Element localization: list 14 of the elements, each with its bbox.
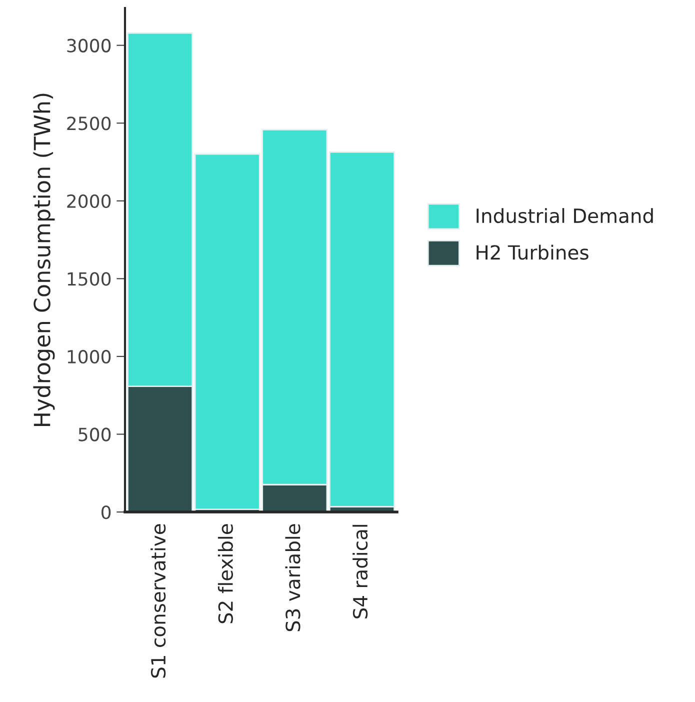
- y-tick-label: 500: [78, 428, 111, 442]
- y-tick-label: 2500: [67, 116, 111, 130]
- y-tick-label: 1000: [68, 350, 111, 364]
- x-tick-label: S4 radical: [352, 524, 368, 618]
- y-tick-label: 3000: [67, 38, 111, 52]
- legend-label: H2 Turbines: [476, 244, 588, 260]
- legend-label: Industrial Demand: [476, 208, 653, 224]
- x-tick-label: S2 flexible: [218, 524, 233, 624]
- y-axis-title: Hydrogen Consumption (TWh): [33, 94, 55, 426]
- y-tick-label: 1500: [68, 272, 111, 286]
- x-tick-label: S3 variable: [285, 524, 300, 632]
- y-tick-label: 0: [102, 505, 111, 520]
- x-tick-label: S1 conservative: [150, 524, 166, 678]
- y-tick-label: 2000: [67, 194, 111, 208]
